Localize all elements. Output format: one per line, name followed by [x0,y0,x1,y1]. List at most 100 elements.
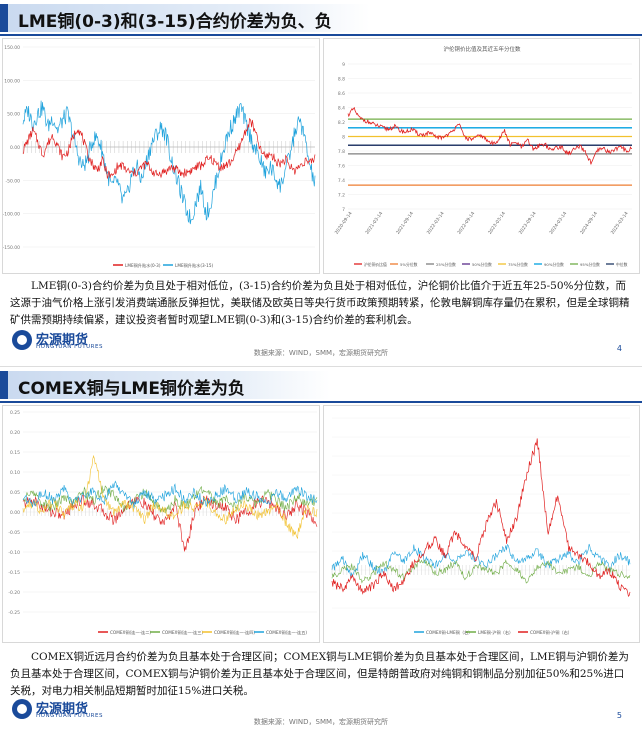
data-source: 数据来源：WIND，SMM，宏源期货研究所 [253,718,389,726]
series-ratio [347,106,633,165]
y-tick-label: -0.25 [8,610,20,616]
y-tick-label: 8.8 [338,77,345,83]
legend: 沪伦铜价比值 5%分位数 25%分位数 50%分位数 75%分位数 90%分位数 95%分位… [354,262,628,267]
series-comex-3 [22,454,318,540]
page-number: 4 [616,344,622,353]
legend-label: 中位数 [616,262,628,267]
chart-cross-market-spreads-svg: COMEX铜-LME铜（右） LME铜-沪铜（右） COMEX铜-沪铜（右） [331,417,631,636]
chart-comex-spreads-svg: 0.25 0.20 0.15 0.10 0.05 0.00 -0.05 -0.10 -0.15 -… [8,410,318,636]
slide-title: LME铜(0-3)和(3-15)合约价差为负、负 [18,12,332,32]
y-tick-label: 8.6 [338,91,345,97]
y-tick-label: 7.6 [338,164,345,170]
x-tick-label: 2024-03-14 [548,211,568,236]
y-tick-label: -0.10 [8,550,20,556]
legend-label: COMEX铜(连一-连四) [214,629,255,636]
legend: COMEX铜-LME铜（右） LME铜-沪铜（右） COMEX铜-沪铜（右） [414,629,572,636]
y-tick-label: 0.00 [10,510,20,516]
y-tick-label: 150.00 [4,45,20,51]
x-tick-label: 2022-03-14 [426,211,446,236]
x-tick-label: 2023-03-14 [487,211,507,236]
slide-page-4: LME铜(0-3)和(3-15)合约价差为负、负 150.00 100.00 50.… [0,0,642,365]
series-comex-shfe [331,438,631,597]
slide-caption: LME铜(0-3)合约价差为负且处于相对低位，(3-15)合约价差为负且处于相对… [10,280,630,326]
chart-shfe-lme-ratio-svg: 沪伦铜价比值及其近五年分位数 9 8.8 8.6 8.4 8.2 8 7.8 7.6 7.4 7.2… [334,45,633,267]
logo-mark-icon [12,330,32,350]
chart-comex-spreads: 0.25 0.20 0.15 0.10 0.05 0.00 -0.05 -0.10 -0.15 -… [2,405,320,643]
y-tick-label: 8.4 [338,106,345,112]
legend-label: COMEX铜-沪铜（右） [530,629,572,636]
y-tick-label: 0.15 [10,450,20,456]
y-tick-label: 50.00 [7,112,20,118]
title-accent [0,371,8,399]
legend-label: 90%分位数 [544,262,564,267]
y-tick-label: -0.05 [8,530,20,536]
series-lme-shfe [331,558,631,584]
y-tick-label: 0.25 [10,410,20,416]
data-source: 数据来源：WIND，SMM，宏源期货研究所 [253,349,389,357]
chart-cross-market-spreads: COMEX铜-LME铜（右） LME铜-沪铜（右） COMEX铜-沪铜（右） [323,405,640,643]
y-tick-label: 0.05 [10,490,20,496]
company-logo: 宏源期货 HONGYUAN FUTURES [12,697,122,723]
y-tick-label: 100.00 [4,78,20,84]
legend-label: 25%分位数 [436,262,456,267]
y-tick-label: -50.00 [5,178,20,184]
series-comex-2 [22,485,318,514]
legend-label: 50%分位数 [472,262,492,267]
x-tick-label: 2025-03-14 [610,211,630,236]
y-tick-label: -150.00 [3,245,20,251]
legend: COMEX铜(连一-连二) COMEX铜(连一-连三) COMEX铜(连一-连四) C… [98,629,307,636]
y-tick-label: -0.15 [8,570,20,576]
chart-title: 沪伦铜价比值及其近五年分位数 [443,45,521,53]
legend-label: COMEX铜-LME铜（右） [426,629,472,636]
x-tick-label: 2021-09-14 [395,211,415,236]
y-tick-label: 8 [342,135,345,141]
logo-name: 宏源期货 [36,333,89,348]
legend-label: COMEX铜(连一-连五) [266,629,307,636]
y-tick-label: -100.00 [3,212,20,218]
y-tick-label: 9 [342,62,345,68]
logo-name: 宏源期货 [36,702,89,717]
series-lme-3-15 [22,100,316,225]
series-comex-4 [22,480,318,509]
legend-label: 沪伦铜价比值 [364,262,387,267]
y-tick-label: 7 [342,207,345,213]
y-tick-label: 0.20 [10,430,20,436]
legend: LME铜升贴水(0-3) LME铜升贴水(3-15) [113,262,213,269]
x-tick-label: 2024-09-14 [579,211,599,236]
slide-caption: COMEX铜近远月合约价差为负且基本处于合理区间；COMEX铜与LME铜价差为负… [10,651,629,697]
page-number: 5 [616,711,622,720]
y-tick-label: 0.00 [10,145,20,151]
legend-label: LME铜-沪铜（右） [478,629,513,636]
series-lme-0-3 [22,117,316,180]
x-tick-label: 2023-09-14 [518,211,538,236]
y-tick-label: 7.4 [338,178,345,184]
company-logo: 宏源期货 HONGYUAN FUTURES [12,328,122,354]
slide-page-5: COMEX铜与LME铜价差为负 0.25 0.20 0.15 0.10 0.05 0.00… [0,366,642,731]
legend-label: 95%分位数 [580,262,600,267]
title-underline [0,34,642,36]
logo-mark-icon [12,699,32,719]
legend-label: 5%分位数 [400,262,418,267]
legend-label: COMEX铜(连一-连三) [162,629,203,636]
chart-lme-spreads-svg: 150.00 100.00 50.00 0.00 -50.00 -100.00 -150.0… [3,45,316,269]
title-accent [0,4,8,32]
legend-label: LME铜升贴水(0-3) [125,262,161,269]
y-tick-label: 7.8 [338,149,345,155]
y-tick-label: 7.2 [338,193,345,199]
legend-label: COMEX铜(连一-连二) [110,629,151,636]
logo-subtitle: HONGYUAN FUTURES [36,713,103,719]
slide-title-bar: LME铜(0-3)和(3-15)合约价差为负、负 [0,4,370,32]
x-tick-label: 2020-09-14 [334,211,354,236]
series-comex-1 [22,494,318,552]
title-underline [0,401,642,403]
logo-subtitle: HONGYUAN FUTURES [36,344,103,350]
chart-lme-spreads: 150.00 100.00 50.00 0.00 -50.00 -100.00 -150.0… [2,38,320,274]
series-comex-lme [331,543,631,578]
legend-label: 75%分位数 [508,262,528,267]
x-tick-label: 2022-09-14 [456,211,476,236]
x-tick-label: 2021-03-14 [364,211,384,236]
y-tick-label: 0.10 [10,470,20,476]
y-axis: 9 8.8 8.6 8.4 8.2 8 7.8 7.6 7.4 7.2 7 [338,62,632,213]
y-tick-label: 8.2 [338,120,345,126]
chart-shfe-lme-ratio: 沪伦铜价比值及其近五年分位数 9 8.8 8.6 8.4 8.2 8 7.8 7.6 7.4 7.2… [323,38,640,274]
